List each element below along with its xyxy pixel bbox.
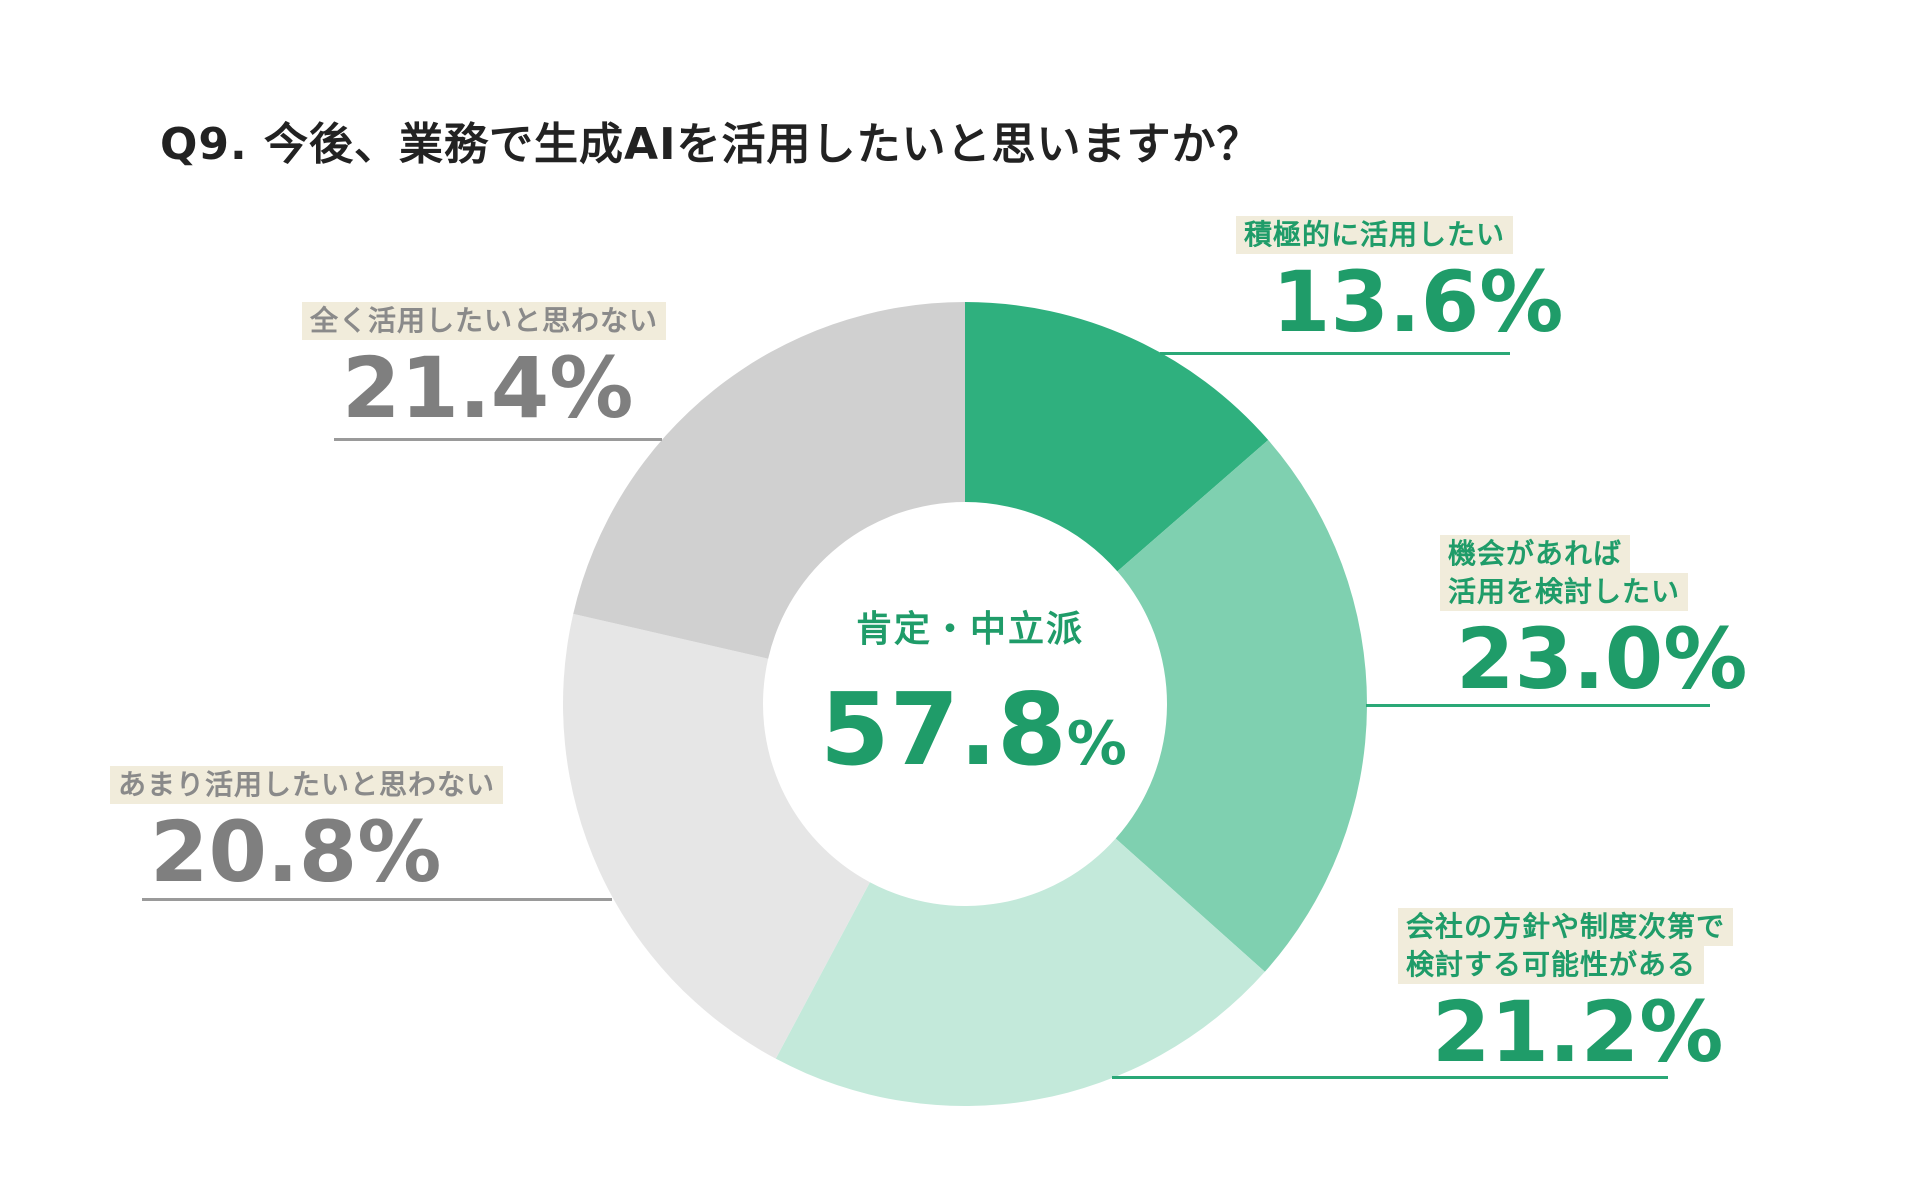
slice-actively-use	[965, 302, 1269, 572]
slice-value: 21.2%	[1432, 983, 1724, 1081]
donut-slices	[563, 302, 1368, 1106]
leader-line	[1112, 1076, 1668, 1079]
slice-label-text: 会社の方針や制度次第で	[1398, 908, 1734, 946]
slice-value: 23.0%	[1456, 610, 1748, 708]
slice-label-not-at-all: 全く活用したいと思わない 21.4%	[302, 302, 667, 437]
slice-label-depends-on-policy: 会社の方針や制度次第で 検討する可能性がある 21.2%	[1398, 908, 1734, 1081]
center-number: 57.8	[820, 671, 1067, 788]
leader-line	[142, 898, 612, 901]
center-label: 肯定・中立派	[855, 609, 1084, 650]
slice-label-text: 検討する可能性がある	[1398, 946, 1705, 984]
slice-rarely-use	[563, 613, 870, 1059]
slice-value: 21.4%	[342, 339, 634, 437]
slice-label-text: あまり活用したいと思わない	[110, 766, 504, 804]
slice-value: 20.8%	[150, 803, 442, 901]
chart-title: Q9. 今後、業務で生成AIを活用したいと思いますか？	[160, 119, 1262, 170]
slice-label-rarely-use: あまり活用したいと思わない 20.8%	[110, 766, 504, 901]
center-unit: %	[1066, 709, 1127, 779]
leader-line	[1160, 352, 1510, 355]
donut-center: 肯定・中立派 57.8%	[820, 600, 1127, 780]
slice-value: 13.6%	[1272, 253, 1564, 351]
center-value: 57.8%	[820, 680, 1127, 780]
slice-label-consider-if-opportunity: 機会があれば 活用を検討したい 23.0%	[1440, 535, 1747, 707]
leader-line	[334, 438, 662, 441]
slice-label-actively-use: 積極的に活用したい 13.6%	[1236, 216, 1563, 350]
slice-label-text: 積極的に活用したい	[1236, 216, 1514, 254]
slice-consider-if-opportunity	[1115, 440, 1368, 972]
slice-label-text: 全く活用したいと思わない	[302, 302, 667, 340]
leader-line	[1366, 704, 1710, 707]
slice-label-text: 活用を検討したい	[1440, 573, 1689, 611]
slice-not-at-all	[573, 302, 965, 659]
slice-label-text: 機会があれば	[1440, 535, 1631, 573]
slice-depends-on-policy	[775, 838, 1265, 1106]
